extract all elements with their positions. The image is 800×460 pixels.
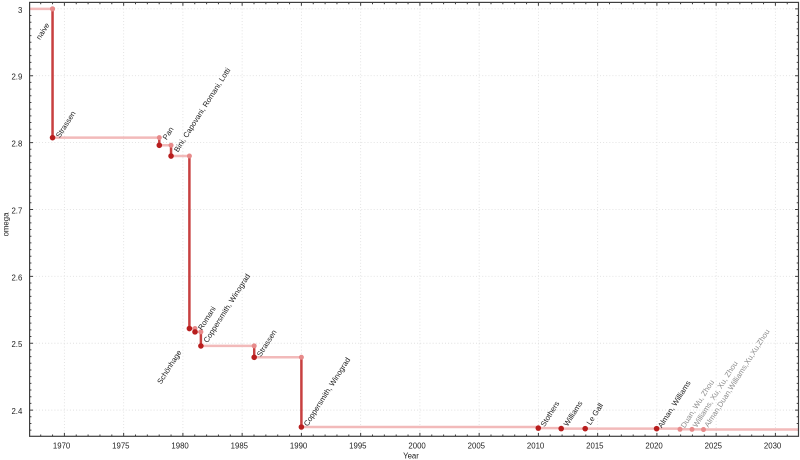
svg-text:1985: 1985 — [231, 441, 249, 450]
svg-text:2.5: 2.5 — [11, 340, 23, 349]
svg-text:2010: 2010 — [527, 441, 545, 450]
svg-text:2.7: 2.7 — [11, 206, 22, 215]
svg-text:1995: 1995 — [349, 441, 367, 450]
svg-text:2015: 2015 — [586, 441, 604, 450]
svg-text:2020: 2020 — [645, 441, 663, 450]
svg-text:2.9: 2.9 — [11, 73, 22, 82]
svg-text:2025: 2025 — [705, 441, 723, 450]
svg-text:Year: Year — [403, 452, 419, 460]
svg-text:1980: 1980 — [171, 441, 189, 450]
svg-text:2005: 2005 — [468, 441, 486, 450]
svg-text:omega: omega — [1, 212, 10, 237]
svg-text:2.4: 2.4 — [11, 407, 23, 416]
svg-text:1990: 1990 — [290, 441, 308, 450]
svg-text:2.6: 2.6 — [11, 273, 22, 282]
svg-text:2.8: 2.8 — [11, 140, 22, 149]
svg-text:1970: 1970 — [53, 441, 71, 450]
svg-text:2030: 2030 — [764, 441, 782, 450]
svg-text:3: 3 — [18, 6, 22, 15]
svg-text:1975: 1975 — [112, 441, 130, 450]
svg-text:2000: 2000 — [408, 441, 426, 450]
